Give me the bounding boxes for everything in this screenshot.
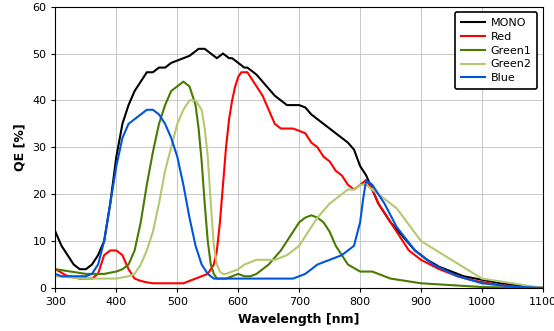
Red bbox=[265, 108, 272, 112]
Blue bbox=[143, 108, 150, 112]
Green2 bbox=[162, 169, 168, 173]
Legend: MONO, Red, Green1, Green2, Blue: MONO, Red, Green1, Green2, Blue bbox=[455, 12, 537, 89]
Green2 bbox=[52, 274, 59, 278]
Line: Red: Red bbox=[55, 72, 543, 288]
Red bbox=[418, 258, 424, 262]
Green2 bbox=[375, 192, 382, 196]
Green2 bbox=[214, 262, 220, 266]
Blue bbox=[174, 155, 181, 159]
Line: Green2: Green2 bbox=[55, 100, 543, 288]
Green2 bbox=[479, 277, 485, 281]
X-axis label: Wavelength [nm]: Wavelength [nm] bbox=[238, 312, 360, 326]
Green1 bbox=[180, 80, 187, 84]
Red bbox=[162, 281, 168, 285]
Y-axis label: QE [%]: QE [%] bbox=[14, 123, 27, 171]
Red bbox=[52, 267, 59, 271]
Line: Green1: Green1 bbox=[55, 82, 543, 288]
Red bbox=[540, 286, 546, 290]
Green1 bbox=[540, 286, 546, 290]
Blue bbox=[509, 285, 516, 289]
Red bbox=[168, 281, 175, 285]
Blue bbox=[52, 272, 59, 276]
MONO bbox=[345, 141, 351, 145]
Green1 bbox=[202, 202, 208, 206]
Green2 bbox=[540, 286, 546, 290]
MONO bbox=[271, 94, 278, 98]
Green1 bbox=[387, 277, 394, 281]
Red bbox=[226, 117, 233, 121]
Green2 bbox=[180, 108, 187, 112]
MONO bbox=[540, 286, 546, 290]
Green2 bbox=[137, 262, 144, 266]
Blue bbox=[320, 260, 327, 264]
Green2 bbox=[186, 98, 193, 102]
Blue bbox=[162, 122, 168, 126]
MONO bbox=[196, 47, 202, 51]
Red bbox=[271, 122, 278, 126]
Blue bbox=[540, 286, 546, 290]
MONO bbox=[217, 54, 223, 58]
MONO bbox=[180, 56, 187, 60]
Green1 bbox=[265, 262, 272, 266]
MONO bbox=[219, 52, 226, 56]
MONO bbox=[168, 61, 175, 65]
Green1 bbox=[223, 277, 229, 281]
Red bbox=[238, 70, 244, 74]
Green1 bbox=[278, 249, 284, 253]
Blue bbox=[247, 277, 254, 281]
Line: Blue: Blue bbox=[55, 110, 543, 288]
Line: MONO: MONO bbox=[55, 49, 543, 288]
MONO bbox=[52, 230, 59, 234]
Blue bbox=[235, 277, 242, 281]
Green1 bbox=[119, 267, 126, 271]
Green1 bbox=[52, 267, 59, 271]
